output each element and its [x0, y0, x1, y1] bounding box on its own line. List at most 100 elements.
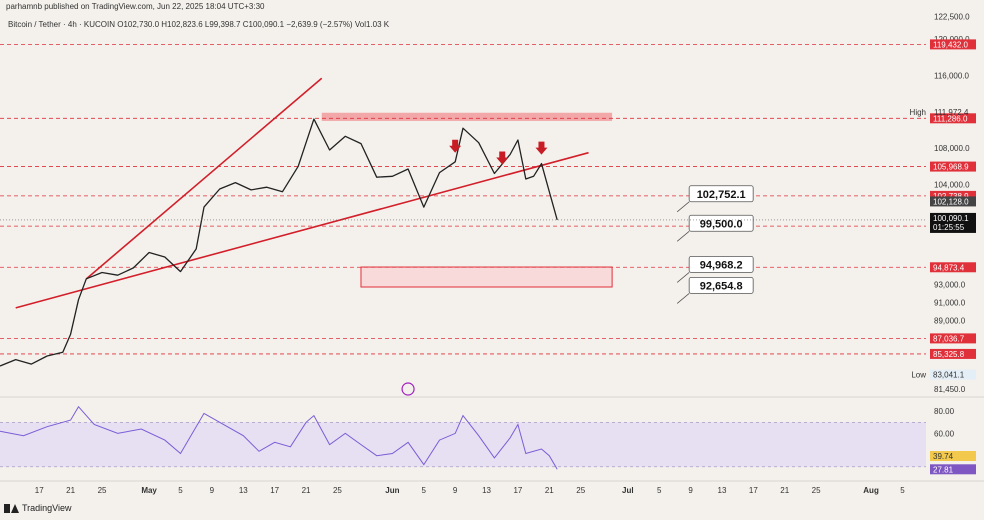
footer-brand[interactable]: TradingView	[4, 503, 72, 513]
time-tick-label: 25	[98, 486, 107, 495]
rsi-band	[0, 422, 926, 467]
time-tick-label: 5	[657, 486, 662, 495]
time-tick-label: 21	[780, 486, 789, 495]
time-tick-label: May	[141, 486, 157, 495]
callout-text: 102,752.1	[697, 189, 746, 201]
callout-box	[688, 277, 754, 294]
callout-pointer	[676, 201, 690, 213]
level-label-bg	[930, 39, 976, 50]
level-label-bg	[930, 190, 976, 201]
low-value: 83,041.1	[933, 371, 965, 380]
callout-text: 94,968.2	[700, 259, 743, 271]
published-by-text: parhamnb published on TradingView.com, J…	[6, 2, 265, 11]
level-label: 119,432.0	[933, 40, 969, 49]
time-tick-label: Jun	[385, 486, 399, 495]
prev-close-value: 102,128.0	[933, 197, 969, 206]
resistance-zone	[321, 112, 613, 121]
bar-countdown: 01:25:55	[933, 223, 965, 232]
time-tick-label: 5	[422, 486, 427, 495]
ohlc-change: −2,639.9 (−2.57%)	[286, 20, 353, 29]
time-tick-label: 5	[178, 486, 183, 495]
callout-text: 99,500.0	[700, 218, 743, 230]
time-tick-label: 5	[900, 486, 905, 495]
level-label: 111,286.0	[933, 114, 968, 123]
close-value: 100,090.1	[933, 214, 969, 223]
price-tick-label: 116,000.0	[934, 72, 970, 81]
down-arrow-icon	[496, 151, 509, 165]
time-tick-label: 13	[718, 486, 727, 495]
flash-icon	[401, 382, 415, 396]
level-label-bg	[930, 113, 976, 124]
prev-close-bg	[930, 196, 976, 207]
rsi-value-tag-bg	[930, 464, 976, 475]
price-tick-label: 93,000.0	[934, 280, 966, 289]
time-tick-label: 13	[239, 486, 248, 495]
level-label: 85,325.8	[933, 350, 965, 359]
rsi-ma-tag-bg	[930, 451, 976, 462]
high-value: 111,972.4	[934, 108, 969, 117]
rsi-tick-label: 60.00	[934, 429, 955, 438]
ohlc-open: O102,730.0	[117, 20, 160, 29]
time-tick-label: 17	[749, 486, 758, 495]
footer-brand-text: TradingView	[22, 503, 72, 513]
price-tick-label: 122,500.0	[934, 13, 970, 22]
price-series-line	[0, 118, 558, 367]
tradingview-logo-icon	[4, 503, 19, 513]
callout-box	[688, 185, 754, 203]
down-arrow-icon	[535, 141, 548, 155]
time-tick-label: 25	[576, 486, 585, 495]
level-label-bg	[930, 161, 976, 172]
high-label: High	[910, 108, 926, 117]
callout-text: 92,654.8	[700, 280, 743, 292]
callout-box	[688, 256, 754, 273]
price-tick-label: 108,000.0	[934, 144, 970, 153]
level-label-bg	[930, 333, 976, 344]
level-label: 87,036.7	[933, 334, 965, 343]
rsi-tick-label: 80.00	[934, 407, 955, 416]
time-tick-label: 17	[513, 486, 522, 495]
rsi-value-tag: 27.81	[933, 465, 954, 474]
time-tick-label: 21	[545, 486, 554, 495]
ohlc-low: L99,398.7	[204, 20, 241, 29]
level-label: 102,738.9	[933, 192, 969, 201]
level-label: 94,873.4	[933, 263, 965, 272]
time-tick-label: Jul	[622, 486, 634, 495]
rsi-series-line	[0, 405, 558, 470]
time-tick-label: 9	[453, 486, 458, 495]
time-tick-label: 17	[35, 486, 44, 495]
callout-pointer	[676, 293, 690, 304]
price-tick-label: 81,450.0	[934, 385, 966, 394]
lower-channel-line	[15, 151, 589, 309]
support-zone	[360, 266, 613, 288]
callout-box	[688, 214, 754, 232]
level-label-bg	[930, 262, 976, 273]
time-tick-label: 17	[270, 486, 279, 495]
level-label-bg	[930, 348, 976, 359]
price-tick-label: 89,000.0	[934, 317, 966, 326]
time-tick-label: 25	[812, 486, 821, 495]
level-label: 105,968.9	[933, 163, 969, 172]
time-tick-label: 21	[302, 486, 311, 495]
callout-pointer	[676, 230, 690, 242]
time-tick-label: 25	[333, 486, 342, 495]
time-tick-label: 21	[66, 486, 75, 495]
time-tick-label: 9	[210, 486, 215, 495]
symbol-name[interactable]: Bitcoin / Tether · 4h · KUCOIN	[8, 20, 115, 29]
upper-channel-line	[85, 77, 323, 280]
rsi-ma-tag: 39.74	[933, 452, 954, 461]
symbol-info: Bitcoin / Tether · 4h · KUCOIN O102,730.…	[8, 20, 389, 29]
price-tick-label: 104,000.0	[934, 180, 970, 189]
callout-pointer	[676, 272, 690, 283]
time-tick-label: Aug	[863, 486, 879, 495]
time-tick-label: 9	[688, 486, 693, 495]
ohlc-close: C100,090.1	[242, 20, 285, 29]
ohlc-high: H102,823.6	[161, 20, 203, 29]
low-label: Low	[911, 371, 926, 380]
price-tick-label: 91,000.0	[934, 298, 966, 307]
ohlc-volume: Vol1.03 K	[354, 20, 390, 29]
close-value-bg	[930, 212, 976, 233]
down-arrow-icon	[449, 139, 462, 153]
low-value-bg	[930, 369, 976, 380]
